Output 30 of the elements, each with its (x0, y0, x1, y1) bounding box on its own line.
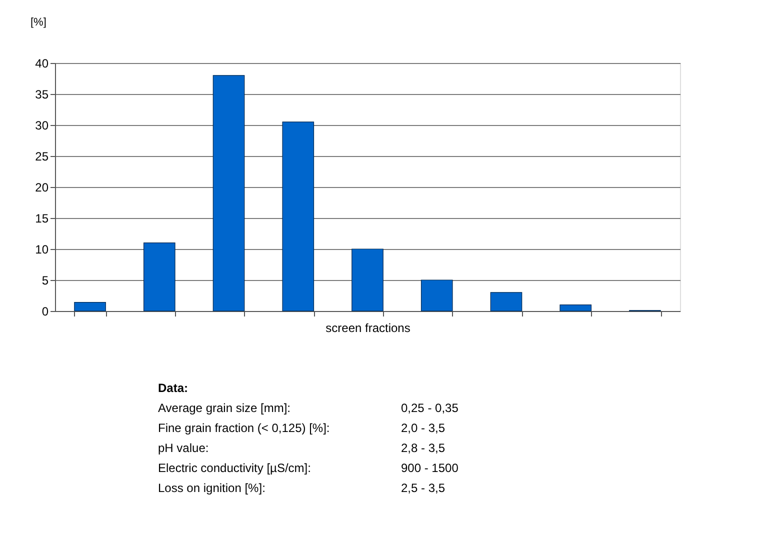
y-tick-label: 40 (35, 56, 49, 70)
text: 2,0 - 3,5 (401, 421, 446, 435)
text: 2,8 - 3,5 (401, 441, 446, 455)
y-tick-label: 25 (35, 150, 49, 164)
y-tick-label: 0 (42, 304, 49, 318)
y-tick-label: 35 (35, 88, 49, 102)
text: Average grain size [mm]: (158, 401, 290, 415)
text: pH value: (158, 441, 209, 455)
bar (420, 280, 453, 312)
bar (560, 304, 592, 312)
y-axis-title: [%] (30, 16, 46, 28)
bar (282, 122, 314, 312)
text: 900 - 1500 (401, 461, 459, 475)
bar (352, 248, 384, 312)
bar (74, 302, 106, 312)
x-axis-title: screen fractions (326, 321, 410, 335)
text: Electric conductivity [µS/cm]: (158, 461, 311, 475)
y-tick-label: 5 (42, 274, 49, 288)
y-tick-label: 15 (35, 212, 49, 226)
text: Fine grain fraction (< 0,125) [%]: (158, 421, 330, 435)
text: 2,5 - 3,5 (401, 481, 446, 495)
y-tick-label: 20 (35, 180, 49, 194)
text: Loss on ignition [%]: (158, 481, 266, 495)
bar (212, 75, 245, 312)
bar (490, 292, 522, 312)
text: 0,25 - 0,35 (401, 401, 459, 415)
y-tick-label: 10 (35, 242, 49, 256)
y-tick-label: 30 (35, 118, 49, 132)
bar (143, 242, 176, 312)
text: Data: (158, 381, 188, 395)
